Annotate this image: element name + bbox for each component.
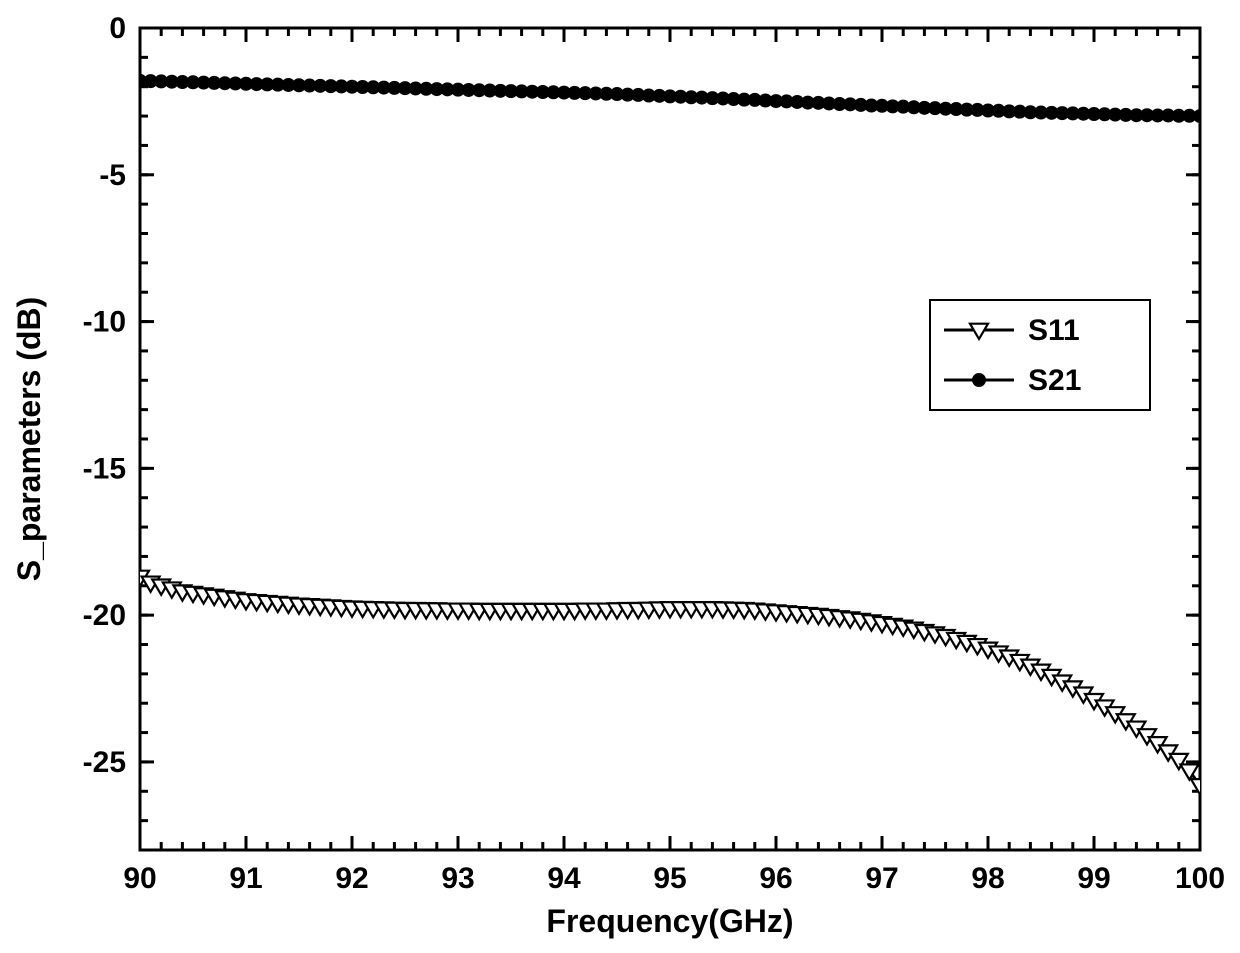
x-tick-label: 99 [1077, 862, 1110, 895]
x-tick-label: 97 [865, 862, 898, 895]
y-tick-label: -15 [83, 452, 126, 485]
y-axis-label: S_parameters (dB) [11, 297, 47, 582]
chart-bg [0, 0, 1240, 953]
x-tick-label: 96 [759, 862, 792, 895]
y-tick-label: 0 [109, 12, 126, 45]
x-tick-label: 98 [971, 862, 1004, 895]
x-axis-label: Frequency(GHz) [546, 903, 793, 939]
legend-label-S21: S21 [1028, 364, 1081, 397]
y-tick-label: -5 [99, 159, 126, 192]
s-parameters-chart: 90 91 92 93 94 95 96 97 98 99 100 -25 -20 -15 -10 -5 0 Fr… [0, 0, 1240, 953]
x-tick-label: 100 [1175, 862, 1225, 895]
legend-label-S11: S11 [1028, 314, 1080, 347]
x-tick-label: 91 [229, 862, 262, 895]
y-tick-label: -20 [83, 599, 126, 632]
legend: S11 S21 [930, 300, 1150, 410]
x-tick-label: 93 [441, 862, 474, 895]
x-tick-label: 92 [335, 862, 368, 895]
y-tick-label: -25 [83, 746, 126, 779]
x-tick-label: 90 [123, 862, 156, 895]
y-tick-label: -10 [83, 306, 126, 339]
x-tick-label: 94 [547, 862, 581, 895]
x-tick-label: 95 [653, 862, 686, 895]
chart-container: 90 91 92 93 94 95 96 97 98 99 100 -25 -20 -15 -10 -5 0 Fr… [0, 0, 1240, 953]
